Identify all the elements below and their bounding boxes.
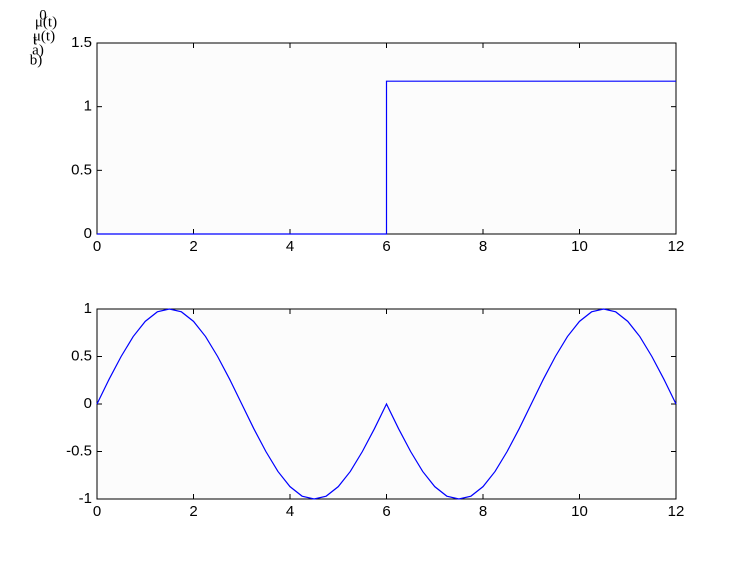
annotation: 0 <box>39 7 47 23</box>
y-tick-label: -1 <box>79 490 92 507</box>
annotation: μ(t) <box>33 28 55 44</box>
annotation: t <box>33 32 38 48</box>
x-tick-label: 6 <box>382 503 390 520</box>
annotation: μ(t) <box>35 14 57 30</box>
x-tick-label: 6 <box>382 238 390 255</box>
y-tick-label: -0.5 <box>66 442 92 459</box>
y-tick-label: 1.5 <box>71 34 92 51</box>
y-tick-label: 0 <box>84 225 92 242</box>
x-tick-label: 10 <box>571 503 588 520</box>
y-tick-label: 0 <box>84 395 92 412</box>
y-tick-label: 1 <box>84 300 92 317</box>
annotation: a) <box>32 42 44 58</box>
y-tick-label: 1 <box>84 98 92 115</box>
y-tick-label: 0.5 <box>71 347 92 364</box>
x-tick-label: 0 <box>93 503 101 520</box>
x-tick-label: 2 <box>189 238 197 255</box>
line <box>97 80 676 235</box>
x-tick-label: 12 <box>668 503 685 520</box>
x-tick-label: 10 <box>571 238 588 255</box>
x-tick-label: 2 <box>189 503 197 520</box>
y-tick-label: 0.5 <box>71 161 92 178</box>
annotation: b) <box>30 52 43 68</box>
line <box>96 308 677 500</box>
x-tick-label: 0 <box>93 238 101 255</box>
x-tick-label: 8 <box>479 238 487 255</box>
x-tick-label: 4 <box>286 238 294 255</box>
x-tick-label: 8 <box>479 503 487 520</box>
x-tick-label: 12 <box>668 238 685 255</box>
x-tick-label: 4 <box>286 503 294 520</box>
